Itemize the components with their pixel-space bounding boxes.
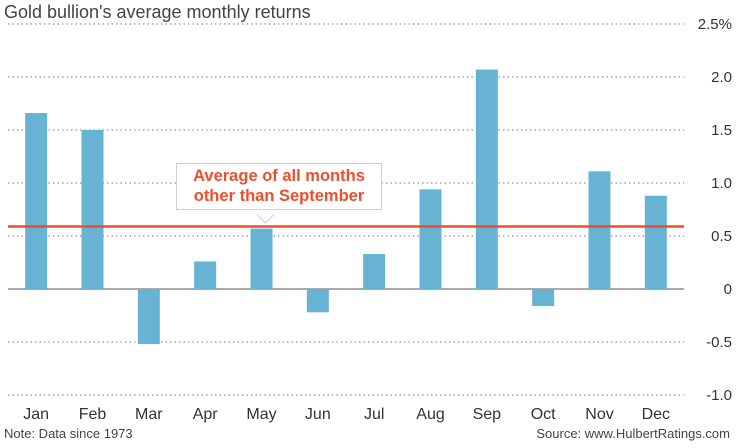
- x-tick-label: Oct: [531, 406, 556, 423]
- x-tick-label: Apr: [193, 406, 219, 423]
- bar-jan: [25, 113, 48, 289]
- bar-feb: [81, 130, 104, 289]
- bar-aug: [419, 189, 442, 289]
- x-tick-label: Dec: [642, 406, 670, 423]
- bar-may: [250, 228, 273, 289]
- y-tick-label: 2.5%: [698, 16, 732, 33]
- x-tick-label: Sep: [473, 406, 502, 423]
- y-tick-label: 0: [724, 281, 732, 298]
- x-tick-label: May: [246, 406, 276, 423]
- chart-title: Gold bullion's average monthly returns: [4, 2, 311, 22]
- x-tick-label: Jul: [364, 406, 384, 423]
- y-tick-label: -0.5: [706, 334, 732, 351]
- annotation-line-2: other than September: [193, 187, 365, 205]
- y-tick-labels: 2.5% 2.0 1.5 1.0 0.5 0 -0.5 -1.0: [698, 16, 732, 404]
- x-tick-label: Mar: [135, 406, 163, 423]
- x-tick-label: Feb: [79, 406, 107, 423]
- bar-oct: [532, 289, 555, 306]
- bar-apr: [194, 261, 217, 289]
- x-tick-label: Jun: [305, 406, 331, 423]
- annotation-callout: Average of all months other than Septemb…: [176, 163, 382, 210]
- chart-source: Source: www.HulbertRatings.com: [536, 426, 730, 441]
- y-tick-label: 2.0: [711, 69, 732, 86]
- bar-sep: [475, 69, 498, 289]
- y-tick-label: 0.5: [711, 228, 732, 245]
- bar-jul: [363, 254, 386, 289]
- x-tick-label: Aug: [416, 406, 444, 423]
- annotation-line-1: Average of all months: [193, 167, 365, 185]
- bar-jun: [306, 289, 329, 313]
- bar-dec: [644, 195, 667, 289]
- y-tick-label: -1.0: [706, 387, 732, 404]
- x-tick-label: Nov: [585, 406, 613, 423]
- bar-nov: [588, 171, 611, 289]
- y-tick-label: 1.0: [711, 175, 732, 192]
- bar-mar: [137, 289, 160, 345]
- x-tick-labels: Jan Feb Mar Apr May Jun Jul Aug Sep Oct Nov Dec: [23, 406, 670, 423]
- x-tick-label: Jan: [23, 406, 49, 423]
- y-tick-label: 1.5: [711, 122, 732, 139]
- bars: [25, 69, 667, 345]
- chart-note: Note: Data since 1973: [4, 426, 133, 441]
